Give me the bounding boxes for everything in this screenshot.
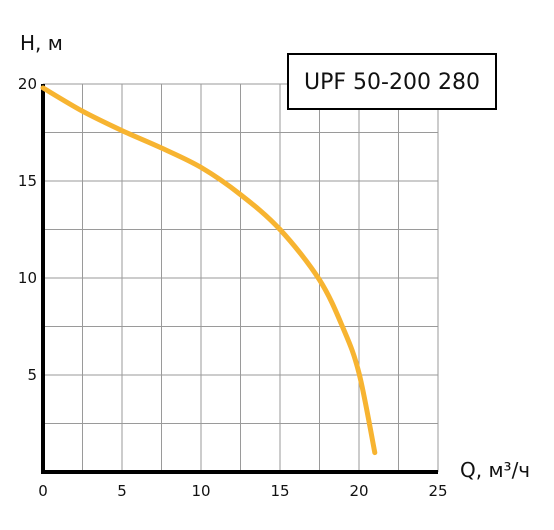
y-tick-label: 15 (18, 172, 37, 190)
y-tick-label: 5 (27, 366, 37, 384)
grid (43, 83, 439, 472)
x-tick-label: 15 (270, 482, 289, 500)
x-axis-title: Q, м³/ч (460, 458, 530, 482)
title-box (287, 53, 497, 110)
y-tick-label: 10 (18, 269, 37, 287)
x-tick-label: 5 (117, 482, 127, 500)
x-tick-label: 10 (191, 482, 210, 500)
series-line (40, 85, 378, 456)
x-tick-label: 0 (38, 482, 48, 500)
tick-labels: 0 5 10 15 20 25 5 10 15 20 (18, 75, 448, 500)
y-tick-label: 20 (18, 75, 37, 93)
chart-title: UPF 50-200 280 (304, 70, 480, 95)
x-tick-label: 20 (349, 482, 368, 500)
y-axis-title: H, м (20, 31, 63, 55)
x-tick-label: 25 (428, 482, 447, 500)
